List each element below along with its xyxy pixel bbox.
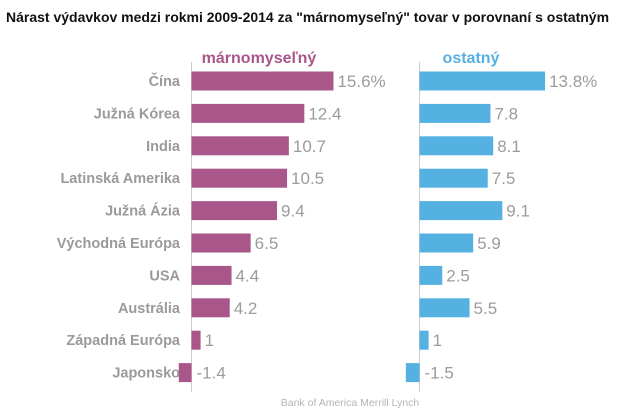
value-label: 2.5: [446, 266, 470, 285]
bar: [178, 363, 192, 383]
bar: [419, 201, 503, 221]
category-label: Japonsko: [112, 366, 180, 382]
category-label: Latinská Amerika: [60, 171, 180, 187]
chart-title: Nárast výdavkov medzi rokmi 2009-2014 za…: [6, 9, 610, 25]
value-label: 4.4: [236, 266, 260, 285]
bar: [191, 233, 251, 253]
bar: [191, 330, 201, 350]
bar: [419, 103, 491, 123]
series-header: márnomyseľný: [202, 50, 317, 67]
bar: [419, 265, 443, 285]
value-label: 8.1: [497, 137, 521, 156]
bar: [419, 168, 488, 188]
category-label: India: [146, 139, 181, 155]
value-label: 9.1: [506, 202, 530, 221]
series-header: ostatný: [443, 50, 500, 67]
value-label: 10.7: [293, 137, 326, 156]
category-label: Východná Európa: [57, 236, 181, 252]
value-label: 15.6%: [337, 72, 385, 91]
value-label: 4.2: [234, 299, 258, 318]
category-label: Južná Kórea: [94, 106, 181, 122]
value-label: 7.8: [494, 104, 518, 123]
value-label: 1: [433, 331, 442, 350]
category-label: USA: [149, 268, 180, 284]
bar: [191, 298, 230, 318]
category-label: Južná Ázia: [105, 203, 181, 220]
value-label: 12.4: [308, 104, 341, 123]
bar: [191, 265, 232, 285]
value-label: 13.8%: [549, 72, 597, 91]
category-label: Austrália: [118, 301, 181, 317]
bar: [191, 201, 278, 221]
value-label: -1.4: [197, 364, 226, 383]
bar: [191, 71, 334, 91]
value-label: 10.5: [291, 169, 324, 188]
bar: [419, 71, 546, 91]
value-label: 1: [205, 331, 214, 350]
value-label: 5.5: [474, 299, 498, 318]
bar: [419, 233, 474, 253]
bar: [191, 136, 289, 156]
bar: [405, 363, 420, 383]
value-label: 5.9: [477, 234, 501, 253]
value-label: 9.4: [281, 202, 305, 221]
bar: [419, 298, 470, 318]
category-label: Západná Európa: [66, 333, 181, 349]
bar: [419, 330, 429, 350]
bar: [191, 103, 305, 123]
value-label: -1.5: [425, 364, 454, 383]
value-label: 6.5: [255, 234, 279, 253]
source-note: Bank of America Merrill Lynch: [281, 397, 420, 409]
value-label: 7.5: [492, 169, 516, 188]
bar: [419, 136, 494, 156]
category-label: Čína: [149, 72, 181, 90]
bar: [191, 168, 288, 188]
